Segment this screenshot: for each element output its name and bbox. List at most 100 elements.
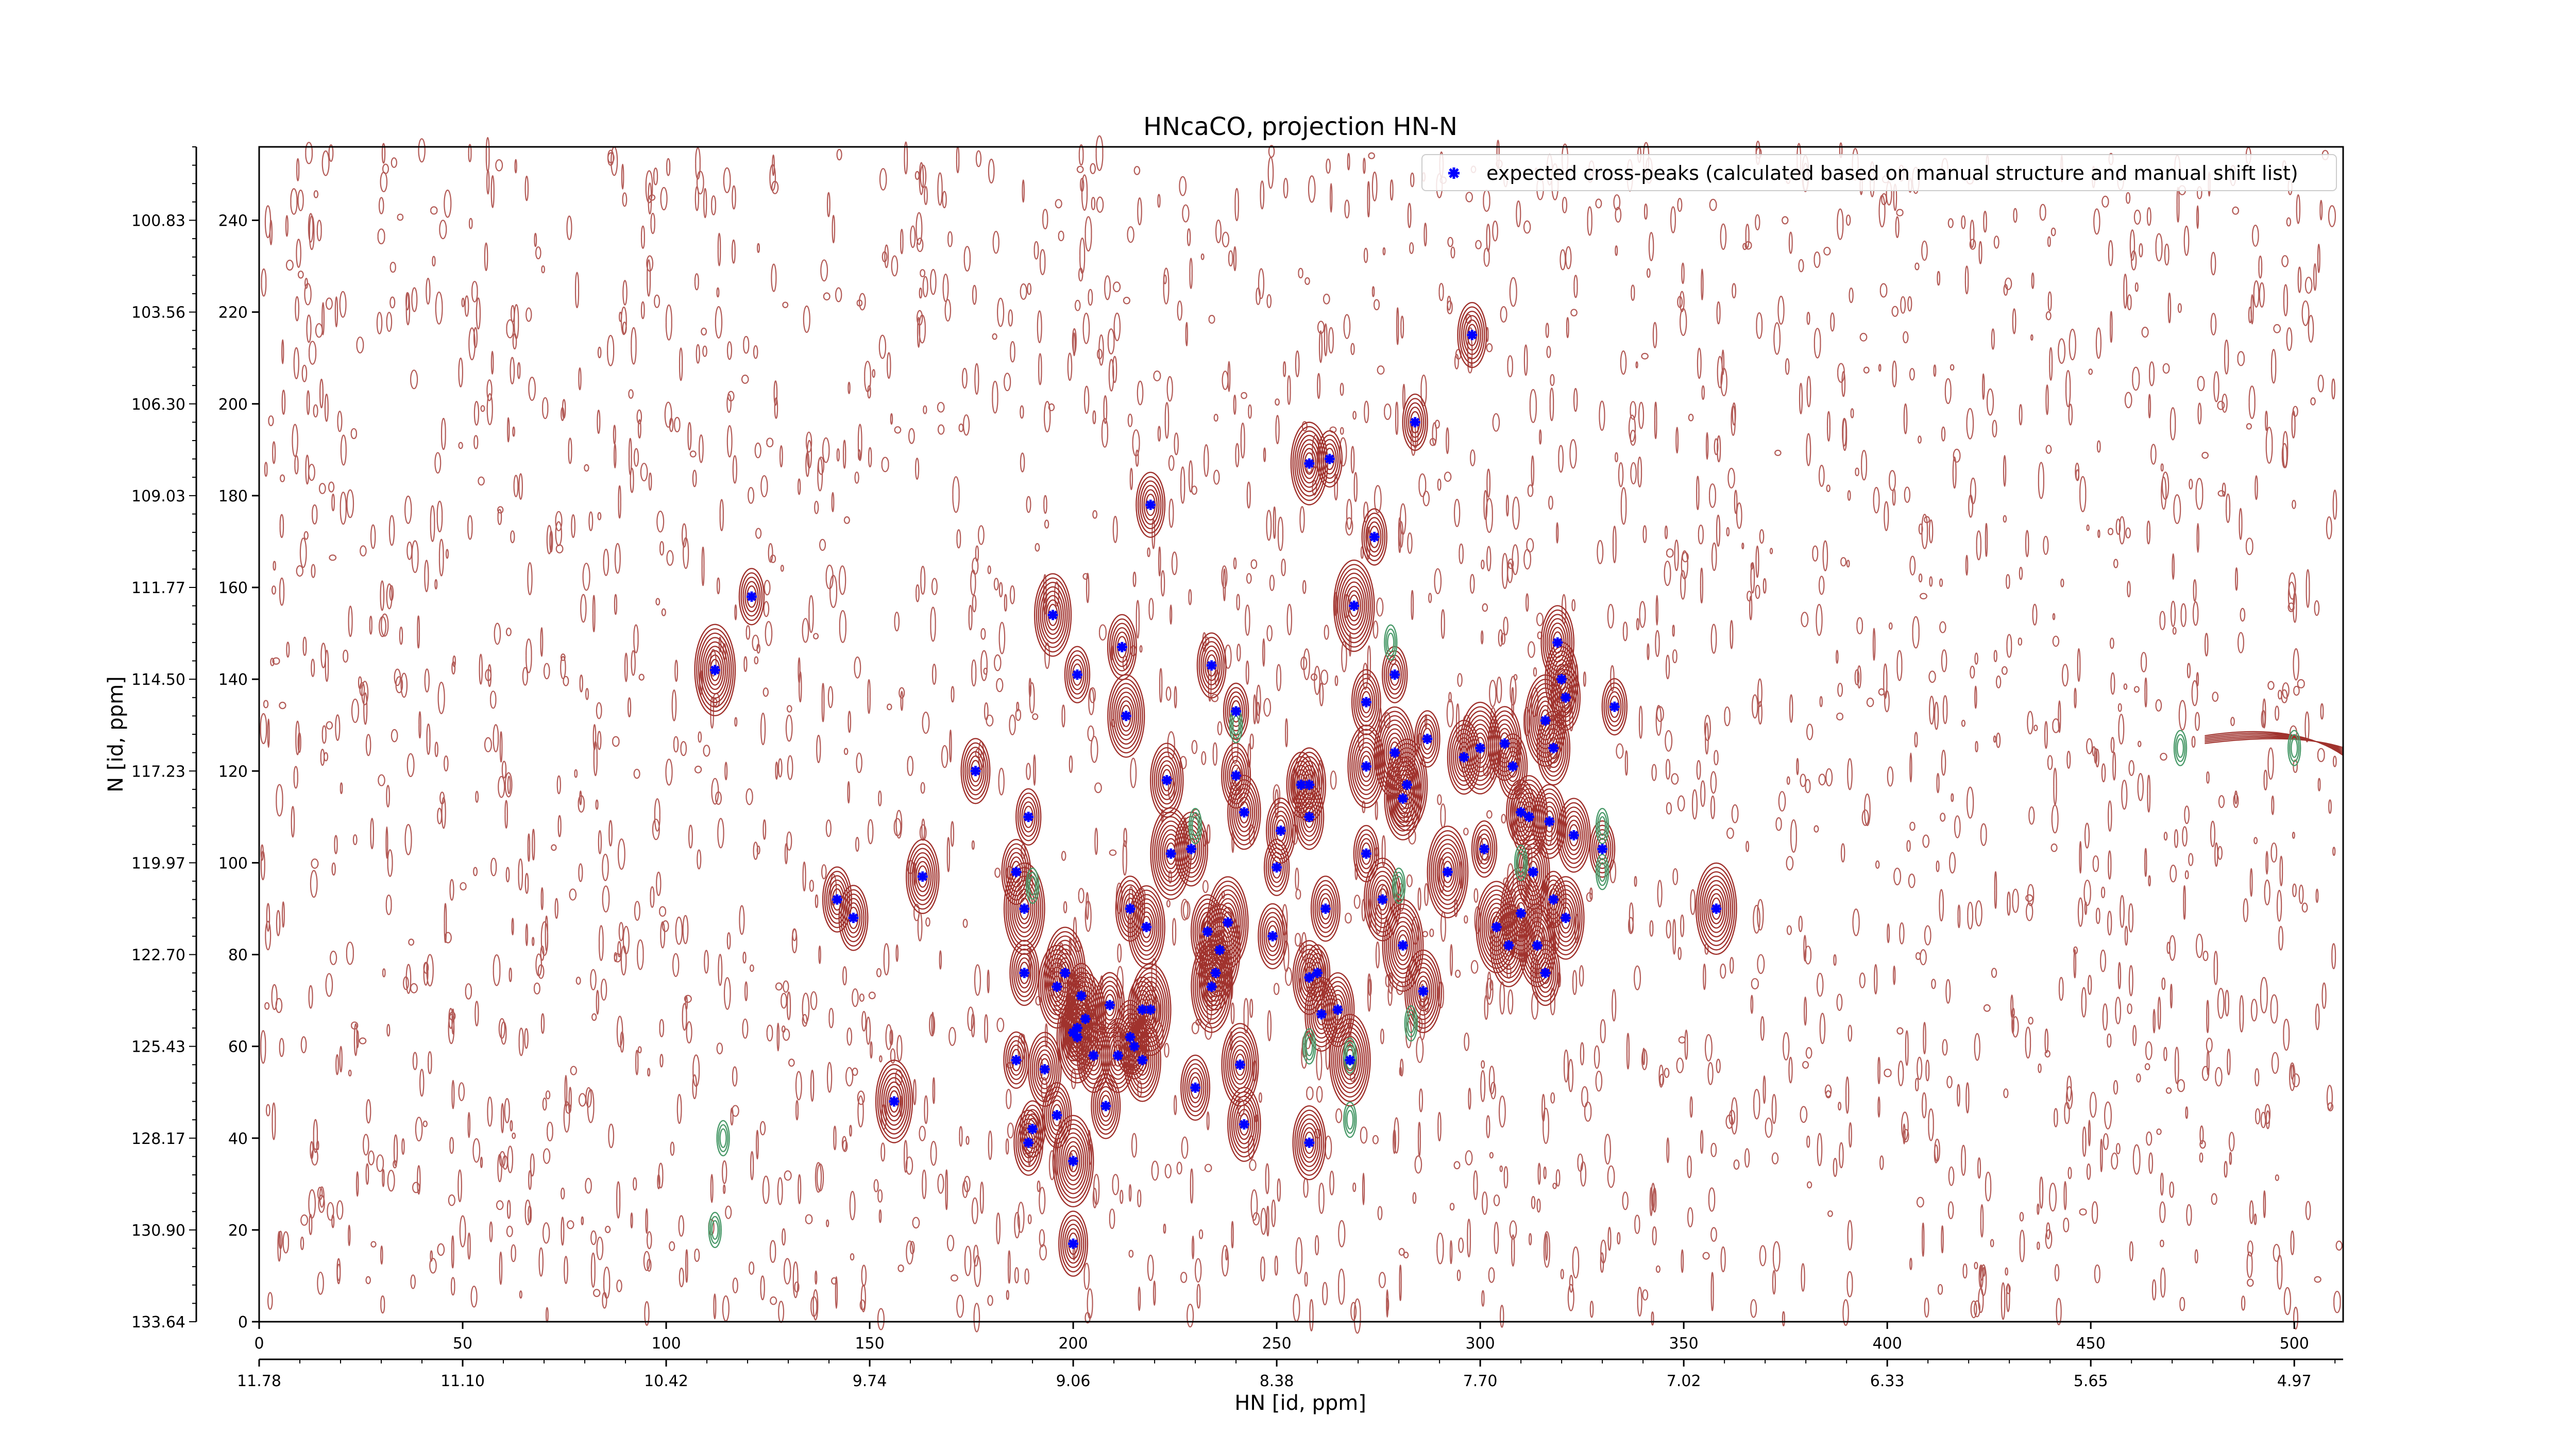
cross-peak-marker [1552,637,1563,648]
y-ppm-tick-label: 119.97 [131,854,185,872]
cross-peak-marker [1401,779,1412,790]
cross-peak-marker [1349,600,1360,611]
cross-peak-marker [1137,1055,1148,1066]
noise-contours [260,135,2343,1334]
cross-peak-marker [1491,922,1502,933]
cross-peak-marker [1165,848,1176,859]
cross-peak-marker [1234,1059,1245,1070]
cross-peak-marker [1231,706,1242,717]
cross-peak-marker [1503,940,1514,951]
y-ppm-tick-label: 106.30 [131,396,185,414]
cross-peak-marker [1145,1004,1156,1015]
cross-peak-marker [917,871,928,882]
cross-peak-marker [1100,1101,1111,1111]
cross-peak-marker [1609,701,1620,712]
cross-peak-marker [1304,458,1315,469]
cross-peak-marker [1418,986,1429,997]
x-tick-label: 0 [254,1335,264,1353]
y-tick-label: 180 [218,487,248,506]
cross-peak-marker [1267,931,1278,941]
y-ppm-tick-label: 109.03 [131,487,185,506]
cross-peak-marker [1422,733,1433,744]
chart-title: HNcaCO, projection HN-N [1143,112,1458,141]
y-axis-title: N [id, ppm] [104,676,128,793]
cross-peak-marker [1568,830,1579,840]
cross-peak-marker [1389,747,1400,758]
cross-peak-marker [848,913,859,923]
y-ppm-tick-label: 125.43 [131,1038,185,1056]
cross-peak-marker [1210,968,1221,979]
cross-peak-marker [1202,926,1213,937]
y-tick-label: 100 [218,854,248,872]
x-tick-label: 500 [2280,1335,2309,1353]
x-tick-label: 450 [2076,1335,2106,1353]
cross-peak-marker [1304,1137,1315,1148]
cross-peak-marker [1479,844,1490,854]
cross-peak-marker [1027,1123,1038,1134]
cross-peak-marker [1206,981,1217,992]
legend-label: expected cross-peaks (calculated based o… [1486,162,2298,184]
cross-peak-marker [1312,968,1323,979]
y-tick-label: 0 [238,1313,248,1332]
x-tick-label: 150 [855,1335,884,1353]
cross-peak-marker [1459,752,1469,763]
cross-peak-marker [1304,812,1315,822]
cross-peak-marker [1332,1004,1343,1015]
x-ppm-tick-label: 11.78 [237,1372,281,1390]
cross-peak-marker [1516,908,1527,919]
cross-peak-marker [1239,1119,1249,1130]
cross-peak-marker [1072,1023,1082,1033]
x-ppm-tick-label: 11.10 [440,1372,485,1390]
x-tick-label: 100 [651,1335,681,1353]
cross-peak-marker [1011,867,1022,878]
cross-peak-marker [1145,499,1156,510]
y-tick-label: 60 [228,1038,248,1056]
y-axis: 0 20 40 60 80 100 120 140 160 180 200 220 240 133.64 1… [131,146,259,1332]
cross-peak-marker [1125,1032,1136,1042]
cross-peak-marker [1548,894,1559,905]
cross-peak-marker [1398,940,1409,951]
plot-frame [258,146,2344,1323]
cross-peak-marker [889,1096,900,1107]
cross-peak-marker [1231,770,1242,781]
cross-peak-marker [1499,738,1510,749]
cross-peak-marker [1072,669,1082,680]
cross-peak-marker [1316,1009,1327,1020]
cross-peak-marker [1161,775,1172,786]
x-tick-label: 250 [1262,1335,1291,1353]
y-ppm-tick-label: 117.23 [131,763,185,781]
y-ppm-tick-label: 122.70 [131,947,185,965]
cross-peak-marker [1389,669,1400,680]
x-tick-label: 400 [1873,1335,1902,1353]
solvent-streak [2205,731,2344,756]
cross-peak-marker [1112,1050,1123,1061]
x-ppm-tick-label: 10.42 [644,1372,688,1390]
cross-peak-marker [1068,1238,1079,1249]
cross-peak-marker [1275,825,1286,836]
cross-peak-marker [1186,844,1197,854]
cross-peak-marker [1052,981,1062,992]
x-tick-label: 300 [1465,1335,1495,1353]
cross-peak-marker [1540,968,1551,979]
cross-peak-marker [1361,697,1371,707]
cross-peak-marker [1410,417,1420,428]
cross-peak-marker [1345,1055,1355,1066]
cross-peak-marker [1711,903,1722,914]
cross-peak-marker [1324,453,1335,464]
cross-peak-marker [1088,1050,1099,1061]
cross-peak-marker [1125,903,1136,914]
cross-peak-marker [1377,894,1388,905]
y-tick-label: 160 [218,579,248,597]
y-tick-label: 120 [218,763,248,781]
cross-peak-marker [1190,1082,1201,1093]
cross-peak-marker [1398,793,1409,804]
cross-peak-marker [1369,532,1380,543]
plot-area [258,135,2344,1334]
cross-peak-marker [1223,917,1233,928]
cross-peak-marker [1039,1064,1050,1075]
cross-peak-marker [746,591,757,602]
cross-peak-marker [1076,990,1087,1001]
cross-peak-marker [1141,922,1152,933]
legend-box [1421,154,2337,191]
